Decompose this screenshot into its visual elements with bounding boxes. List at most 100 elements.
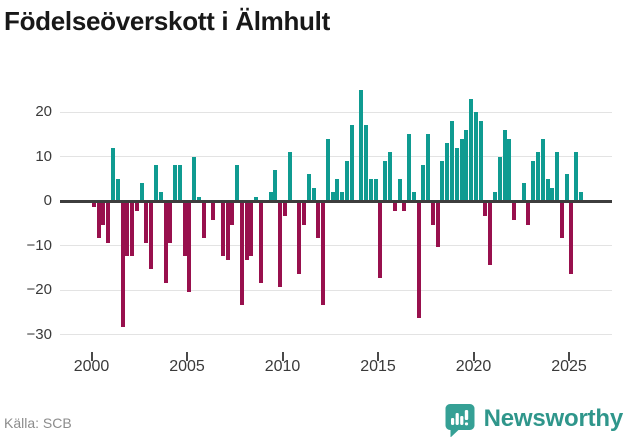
- bar-2003-Q3: [158, 192, 163, 201]
- bar-2011-Q3: [311, 187, 316, 201]
- bar-2014-Q3: [368, 178, 373, 201]
- bar-2018-Q2: [440, 160, 445, 201]
- bar-2002-Q4: [144, 202, 149, 243]
- bar-2002-Q1: [130, 202, 135, 256]
- bar-2016-Q2: [402, 202, 407, 212]
- bar-2020-Q1: [473, 112, 478, 201]
- bar-2023-Q4: [545, 178, 550, 201]
- bar-2004-Q2: [173, 165, 178, 201]
- bar-2009-Q3: [273, 169, 278, 201]
- bar-2000-Q1: [91, 202, 96, 207]
- bar-2003-Q4: [163, 202, 168, 283]
- bar-2019-Q1: [454, 147, 459, 201]
- x-axis-label: 2025: [551, 358, 587, 375]
- bar-2020-Q2: [478, 120, 483, 201]
- bar-2012-Q2: [325, 138, 330, 201]
- bar-2012-Q1: [321, 202, 326, 305]
- bar-2018-Q4: [450, 120, 455, 201]
- bar-2021-Q4: [507, 138, 512, 201]
- bar-2008-Q1: [244, 202, 249, 261]
- bar-2011-Q4: [316, 202, 321, 239]
- y-axis-label: −20: [26, 281, 52, 298]
- x-axis-tick: [377, 352, 379, 361]
- zero-axis-line: [60, 199, 612, 203]
- bar-2023-Q2: [535, 152, 540, 201]
- bar-2023-Q3: [540, 138, 545, 201]
- bar-2009-Q4: [278, 202, 283, 288]
- bar-2020-Q3: [483, 202, 488, 216]
- bar-2000-Q3: [101, 202, 106, 225]
- y-axis-label: 20: [35, 103, 52, 120]
- gridline: [60, 111, 612, 113]
- bar-2018-Q3: [445, 143, 450, 201]
- bar-2005-Q1: [187, 202, 192, 292]
- bar-2010-Q4: [297, 202, 302, 274]
- newsworthy-speech-bubble-chart-icon: [443, 401, 476, 438]
- bar-2007-Q1: [225, 202, 230, 261]
- bar-2011-Q2: [306, 174, 311, 201]
- x-axis-tick: [281, 352, 284, 361]
- bar-2024-Q1: [550, 187, 555, 201]
- bar-2013-Q2: [344, 160, 349, 201]
- x-axis-label: 2000: [73, 358, 110, 375]
- source-note: Källa: SCB: [4, 415, 72, 431]
- y-axis-label: 0: [43, 192, 52, 209]
- bar-2021-Q3: [502, 129, 507, 201]
- bar-2022-Q1: [512, 202, 517, 221]
- bar-2015-Q4: [392, 202, 397, 212]
- bar-2017-Q1: [416, 202, 421, 319]
- bar-2010-Q1: [282, 202, 287, 216]
- gridline: [60, 289, 612, 291]
- bar-2008-Q4: [259, 202, 264, 283]
- bar-2002-Q3: [139, 183, 144, 201]
- bar-2025-Q1: [569, 202, 574, 274]
- bar-2003-Q1: [149, 202, 154, 270]
- bar-2000-Q4: [106, 202, 111, 243]
- bar-2001-Q4: [125, 202, 130, 256]
- bar-2010-Q2: [287, 152, 292, 201]
- x-axis-tick: [186, 352, 188, 361]
- bar-2019-Q4: [469, 98, 474, 201]
- bar-2001-Q2: [115, 178, 120, 201]
- bar-2024-Q4: [564, 174, 569, 201]
- bar-2001-Q1: [111, 147, 115, 201]
- bar-2023-Q1: [531, 160, 536, 201]
- x-axis-label: 2015: [360, 358, 396, 375]
- bar-2015-Q3: [387, 152, 392, 201]
- bar-2022-Q4: [526, 202, 531, 225]
- bar-2015-Q2: [383, 160, 388, 201]
- bar-2001-Q3: [120, 202, 125, 328]
- bar-2014-Q2: [364, 125, 369, 201]
- bar-2004-Q4: [182, 202, 187, 256]
- y-axis-label: 10: [35, 147, 52, 165]
- bar-2022-Q3: [521, 183, 526, 201]
- bar-2025-Q2: [574, 152, 579, 201]
- bar-2008-Q2: [249, 202, 254, 256]
- bar-2006-Q2: [211, 202, 216, 221]
- newsworthy-wordmark: Newsworthy: [483, 405, 624, 432]
- bar-2013-Q3: [349, 125, 354, 201]
- bar-2014-Q1: [359, 89, 364, 201]
- bar-2012-Q3: [330, 192, 335, 201]
- bar-2018-Q1: [435, 202, 440, 247]
- x-axis-label: 2020: [455, 358, 492, 375]
- bar-2017-Q2: [421, 165, 426, 201]
- bar-2016-Q4: [411, 192, 416, 201]
- chart-title: Födelseöverskott i Älmhult: [4, 6, 330, 36]
- bar-2004-Q3: [177, 165, 182, 201]
- bar-2005-Q3: [196, 196, 201, 201]
- x-axis-tick: [472, 352, 475, 361]
- bar-2019-Q3: [464, 129, 469, 201]
- bar-2020-Q4: [488, 202, 493, 265]
- x-axis-tick: [90, 352, 93, 361]
- bar-2008-Q3: [254, 196, 259, 201]
- bar-2021-Q1: [493, 192, 497, 201]
- bar-2007-Q4: [239, 202, 244, 305]
- bar-2014-Q4: [373, 178, 378, 201]
- bar-2009-Q2: [268, 192, 273, 201]
- gridline: [60, 334, 612, 335]
- y-axis-label: −30: [26, 325, 52, 343]
- bar-2005-Q4: [201, 202, 206, 239]
